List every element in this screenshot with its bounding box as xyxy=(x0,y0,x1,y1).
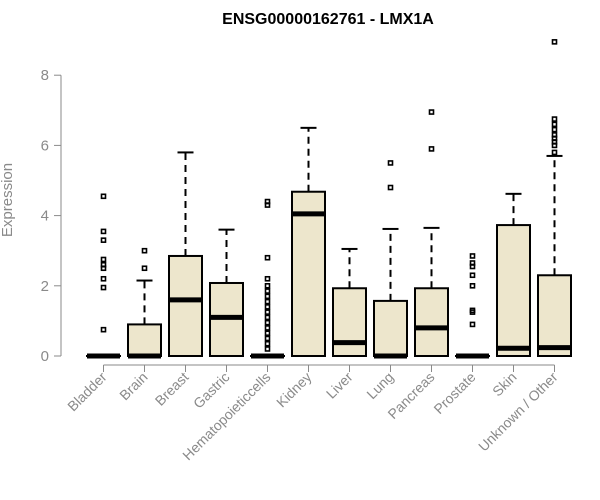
outlier-point xyxy=(264,254,271,261)
outlier-point xyxy=(264,319,271,326)
outlier-point xyxy=(264,288,271,294)
outlier-point xyxy=(264,275,271,282)
outlier-point xyxy=(141,247,148,254)
y-axis-label: Expression xyxy=(0,163,16,237)
box-rect xyxy=(496,224,531,357)
outlier-point xyxy=(100,256,107,263)
outlier-point xyxy=(264,309,271,315)
box-rect xyxy=(332,287,367,357)
box-rect xyxy=(373,299,408,358)
outlier-point xyxy=(551,126,558,133)
outlier-point xyxy=(264,282,271,289)
boxes xyxy=(86,39,572,359)
box-rect xyxy=(127,323,162,358)
outlier-point xyxy=(100,237,107,243)
outlier-point xyxy=(551,121,558,128)
outlier-point xyxy=(387,184,394,191)
outlier-point xyxy=(100,193,107,200)
x-tick-label: Liver xyxy=(323,369,356,402)
chart-title: ENSG00000162761 - LMX1A xyxy=(222,11,434,28)
box-group xyxy=(373,160,408,359)
outlier-point xyxy=(264,304,271,310)
outlier-point xyxy=(100,228,107,235)
box-group xyxy=(168,151,203,357)
outlier-point xyxy=(469,253,476,259)
outlier-point xyxy=(264,293,271,300)
outlier-point xyxy=(469,272,476,279)
box-group xyxy=(414,109,449,357)
y-tick-label: 6 xyxy=(41,137,49,154)
outlier-point xyxy=(264,298,271,305)
x-tick-label: Brain xyxy=(116,369,150,403)
outlier-point xyxy=(551,116,558,122)
outlier-point xyxy=(264,198,271,205)
y-axis: 0 2 4 6 8 xyxy=(41,67,62,365)
outlier-point xyxy=(264,335,271,342)
y-tick-label: 8 xyxy=(41,67,49,84)
outlier-point xyxy=(264,346,271,352)
box-group xyxy=(127,247,162,359)
outlier-point xyxy=(551,39,558,45)
box-group xyxy=(291,126,326,357)
outlier-point xyxy=(387,160,394,166)
outlier-point xyxy=(141,265,148,272)
box-rect xyxy=(414,287,449,357)
y-tick-label: 4 xyxy=(41,208,49,225)
outlier-point xyxy=(100,284,107,291)
box-rect xyxy=(291,190,326,357)
outlier-point xyxy=(469,307,476,314)
y-tick-label: 0 xyxy=(41,348,49,365)
box-group xyxy=(86,193,121,359)
x-tick-label: Prostate xyxy=(430,369,478,417)
x-tick-label: Kidney xyxy=(273,369,315,411)
outlier-point xyxy=(264,325,271,331)
outlier-point xyxy=(264,340,271,347)
outlier-point xyxy=(469,282,476,289)
outlier-point xyxy=(264,314,271,321)
box-group xyxy=(537,39,572,357)
outlier-point xyxy=(469,260,476,266)
outlier-point xyxy=(428,146,435,152)
box-group xyxy=(209,228,244,358)
x-tick-label: Lung xyxy=(363,369,396,402)
box-group xyxy=(455,253,490,359)
box-group xyxy=(496,192,531,357)
outlier-point xyxy=(100,326,107,333)
outlier-point xyxy=(100,261,107,268)
outlier-point xyxy=(100,275,107,282)
box-group xyxy=(332,247,367,357)
outlier-point xyxy=(551,149,558,156)
x-tick-label: Skin xyxy=(489,369,520,400)
x-axis: Bladder Brain BreastGastricHematopoieticce… xyxy=(64,364,561,463)
outlier-point xyxy=(264,330,271,336)
x-tick-label: Bladder xyxy=(64,369,110,415)
x-tick-label: Breast xyxy=(152,369,192,409)
outlier-point xyxy=(428,109,435,115)
box-rect xyxy=(537,274,572,357)
outlier-point xyxy=(469,321,476,328)
outlier-point xyxy=(551,132,558,138)
box-group xyxy=(250,198,285,359)
y-tick-label: 2 xyxy=(41,278,49,295)
box-rect xyxy=(168,254,203,357)
